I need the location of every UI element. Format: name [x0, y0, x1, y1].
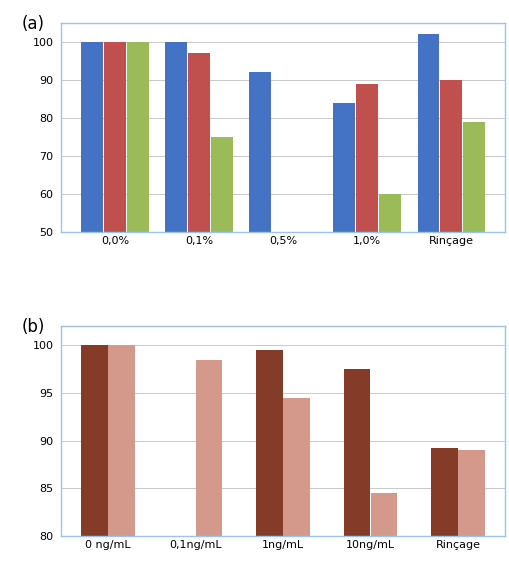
Bar — [333, 103, 355, 423]
Bar — [249, 73, 271, 423]
Bar — [417, 35, 438, 423]
Bar — [127, 42, 148, 423]
Bar — [165, 42, 187, 423]
Bar — [104, 42, 126, 423]
Bar — [458, 450, 484, 576]
Bar — [370, 493, 397, 576]
Bar — [462, 122, 484, 423]
Bar — [81, 42, 103, 423]
Text: (a): (a) — [21, 14, 44, 33]
Bar — [195, 360, 222, 576]
Bar — [343, 369, 370, 576]
Bar — [431, 448, 457, 576]
Bar — [439, 80, 461, 423]
Bar — [378, 194, 400, 423]
Bar — [256, 350, 282, 576]
Bar — [188, 54, 210, 423]
Text: (b): (b) — [21, 318, 45, 336]
Bar — [210, 137, 232, 423]
Bar — [355, 84, 377, 423]
Bar — [81, 346, 107, 576]
Bar — [108, 346, 134, 576]
Bar — [283, 398, 309, 576]
